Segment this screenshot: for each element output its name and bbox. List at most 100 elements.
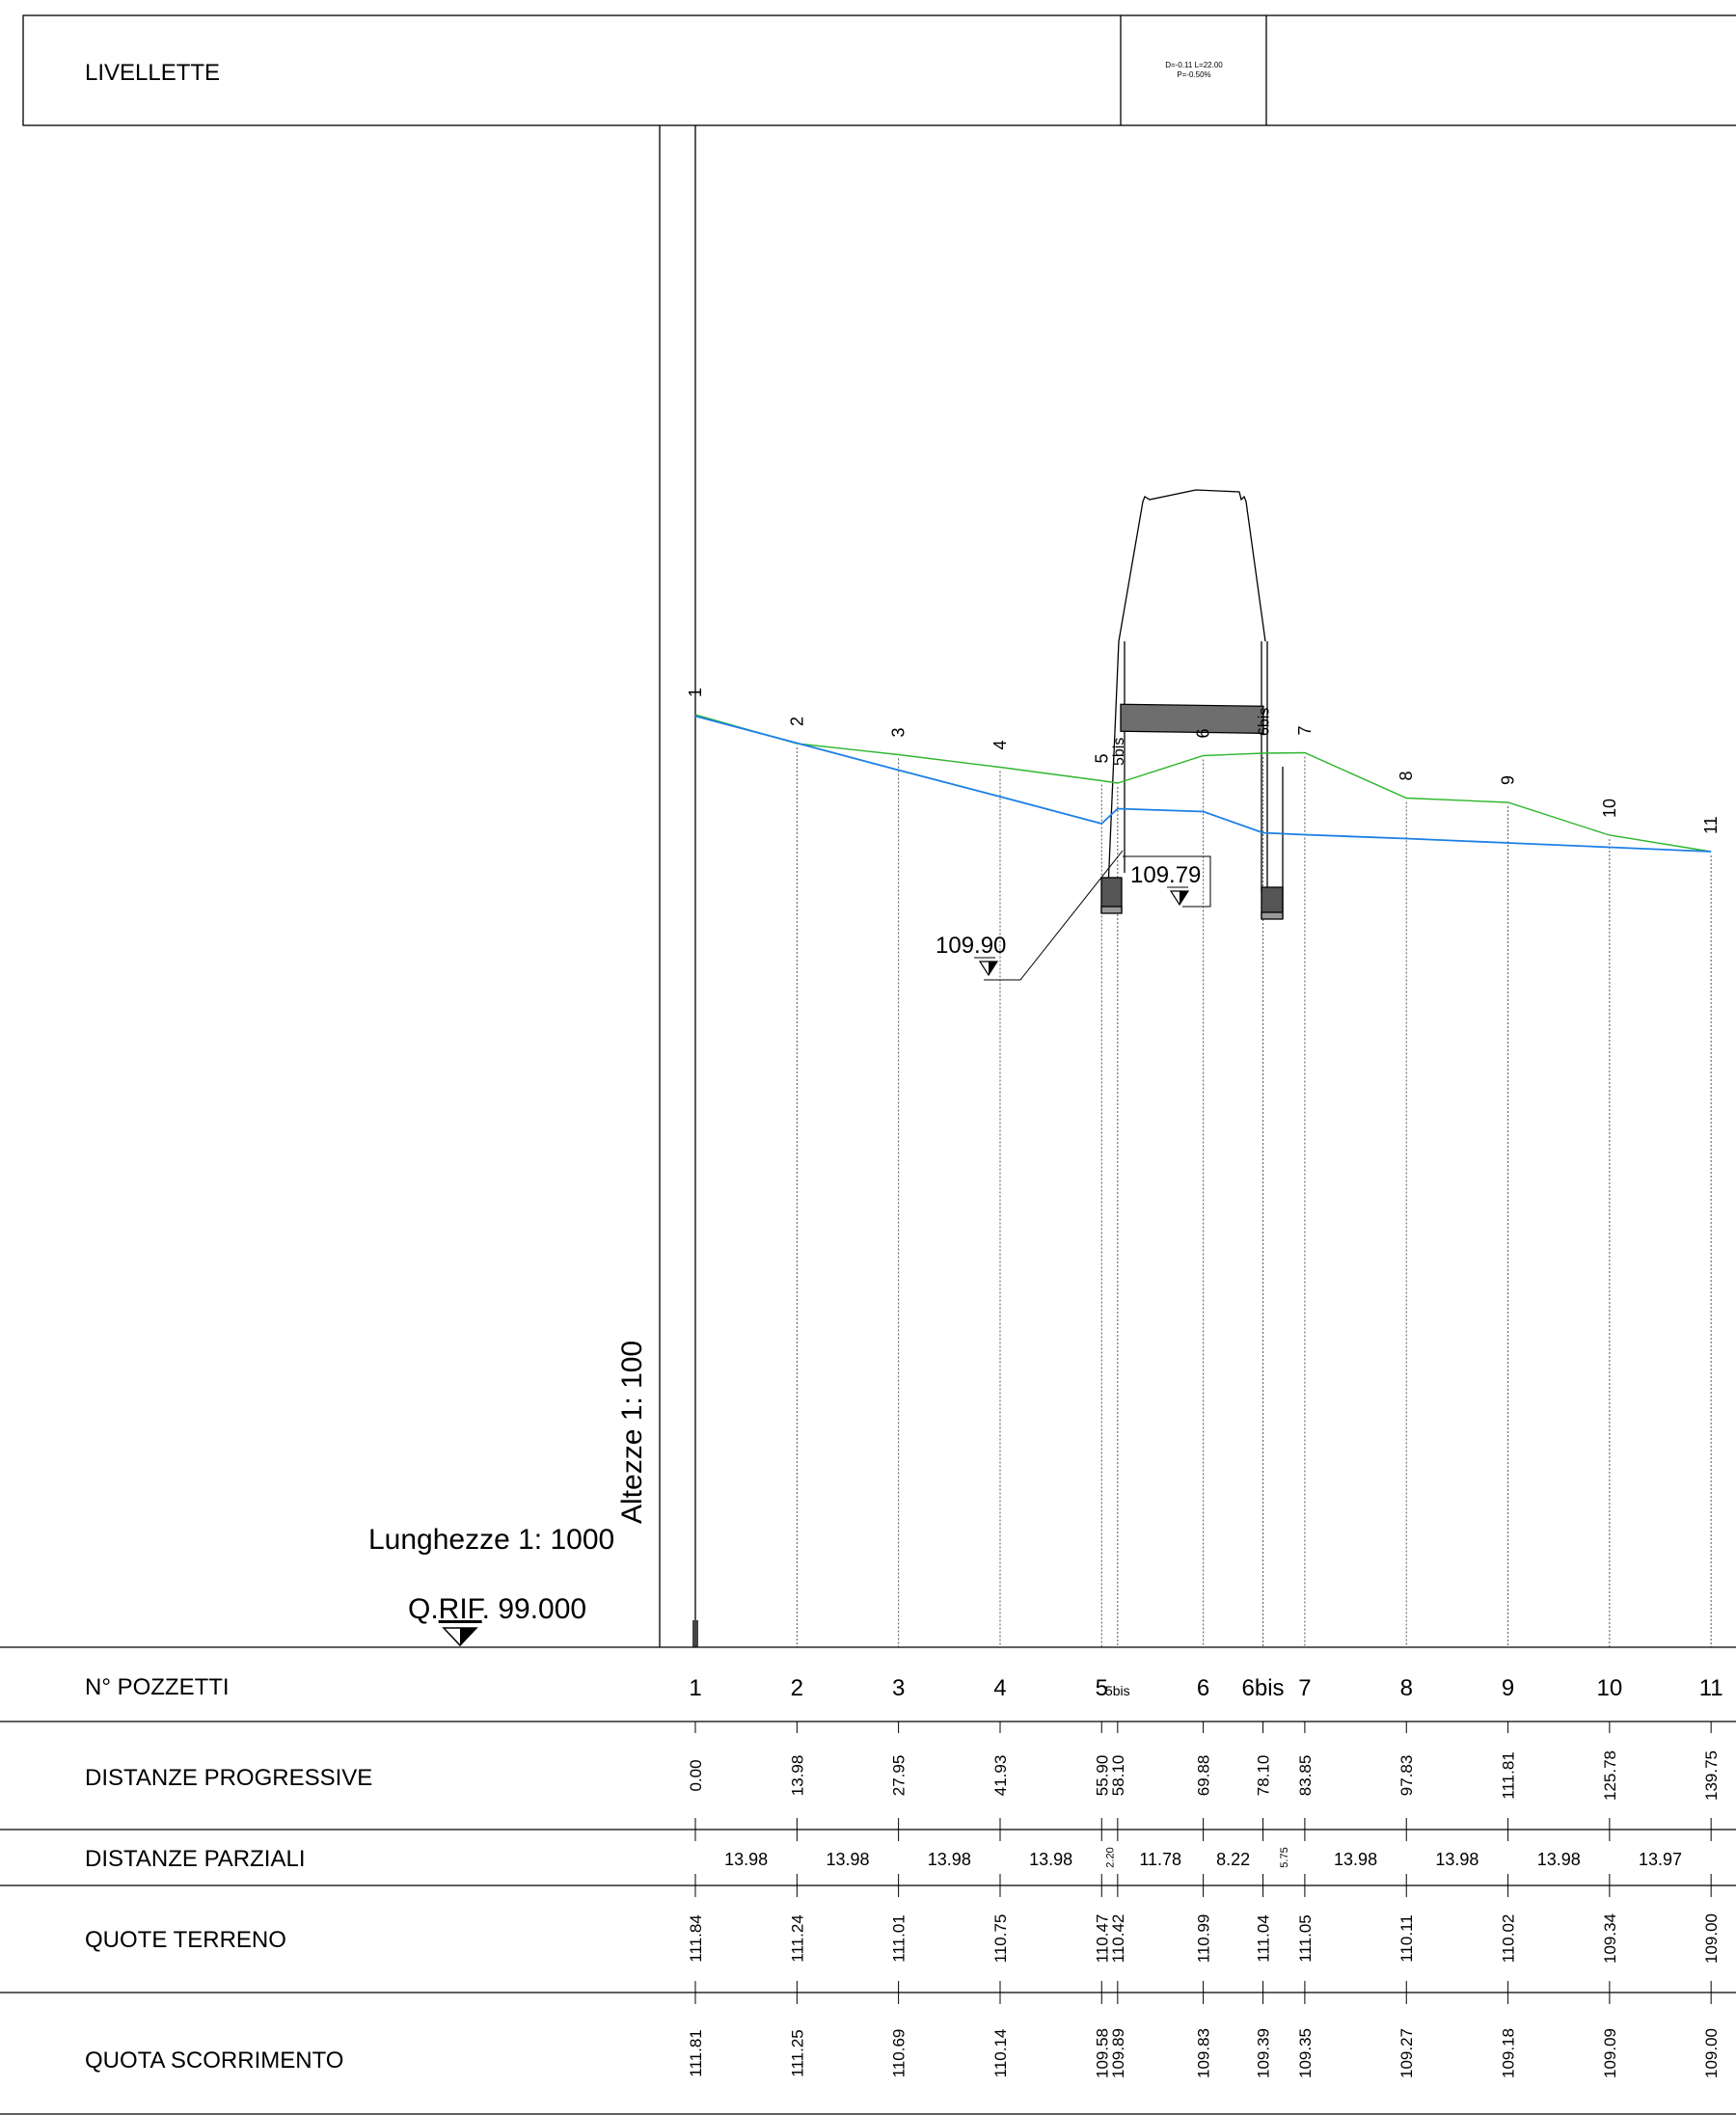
parziale-value: 13.98: [724, 1850, 768, 1869]
progressive-value: 58.10: [1109, 1755, 1127, 1797]
pozzetto-number: 6bis: [1242, 1675, 1285, 1701]
station-tag: 3: [889, 727, 909, 737]
parziale-value: 13.98: [1537, 1850, 1581, 1869]
progressive-value: 111.81: [1500, 1751, 1518, 1799]
terreno-value: 110.75: [991, 1914, 1010, 1964]
elevation-label-left: 109.90: [936, 933, 1006, 959]
scorrimento-value: 109.39: [1255, 2028, 1273, 2078]
scorrimento-value: 111.25: [788, 2029, 806, 2076]
pozzetto-number: 8: [1400, 1675, 1413, 1701]
parziale-value: 13.98: [1029, 1850, 1072, 1869]
terreno-value: 109.34: [1601, 1913, 1619, 1964]
progressive-value: 0.00: [687, 1759, 705, 1791]
pozzetto-number: 9: [1502, 1675, 1514, 1701]
scorrimento-value: 109.00: [1702, 2028, 1721, 2078]
terreno-value: 111.84: [687, 1914, 705, 1962]
station-tag: 1: [686, 688, 705, 697]
header-title: LIVELLETTE: [85, 60, 220, 86]
progressive-value: 13.98: [788, 1755, 806, 1797]
station-tags: 1 2 3 4 5 5bis 6 6bis 7 8 9 10 11: [686, 688, 1721, 834]
station-tag: 6: [1194, 728, 1213, 738]
progressive-value: 78.10: [1255, 1755, 1273, 1797]
pozzetto-number: 1: [689, 1675, 701, 1701]
terreno-value: 111.05: [1296, 1914, 1315, 1962]
scorrimento-value: 110.14: [991, 2029, 1010, 2078]
scorrimento-value: 109.58: [1093, 2028, 1111, 2078]
reference-prefix: Q.: [408, 1593, 439, 1625]
progressive-value: 27.95: [890, 1755, 909, 1797]
progressive-value: 125.78: [1601, 1750, 1619, 1801]
parziale-value: 5.75: [1279, 1847, 1290, 1867]
scorrimento-value: 111.81: [687, 2029, 705, 2076]
row-label-parziali: DISTANZE PARZIALI: [85, 1846, 305, 1872]
table-cells: 1 0.00 111.84 111.81 2 13.98 111.24 111.25 3 27.9…: [687, 1675, 1723, 2078]
reference-elevation: Q.RIF. 99.000: [408, 1593, 586, 1647]
heights-scale-label: Altezze 1: 100: [616, 1341, 648, 1524]
station-tag: 11: [1701, 816, 1721, 834]
segment-label-line1: D=-0.11 L=22.00: [1165, 61, 1223, 69]
station-tag: 5: [1092, 753, 1111, 763]
scorrimento-value: 109.09: [1601, 2028, 1619, 2078]
scorrimento-value: 109.89: [1109, 2028, 1127, 2078]
pozzetto-number: 4: [993, 1675, 1006, 1701]
scorrimento-value: 109.27: [1397, 2028, 1416, 2078]
station-tag: 9: [1499, 775, 1518, 785]
pozzetto-number: 3: [892, 1675, 905, 1701]
lengths-scale-label: Lunghezze 1: 1000: [368, 1524, 614, 1556]
progressive-value: 55.90: [1093, 1755, 1111, 1797]
scorrimento-value: 109.83: [1195, 2028, 1213, 2078]
data-table: N° POZZETTI DISTANZE PROGRESSIVE DISTANZ…: [0, 1646, 1736, 2115]
scorrimento-value: 109.35: [1296, 2028, 1315, 2078]
reference-suffix: . 99.000: [482, 1593, 586, 1625]
station-tag: 5bis: [1111, 738, 1127, 766]
station-tag: 6bis: [1257, 708, 1273, 736]
terreno-value: 110.11: [1397, 1914, 1416, 1962]
invert-line: [694, 715, 1712, 853]
parziale-value: 8.22: [1216, 1850, 1250, 1869]
parziale-value: 2.20: [1105, 1847, 1117, 1867]
pozzetto-number: 11: [1699, 1675, 1723, 1701]
parziale-value: 13.97: [1639, 1850, 1682, 1869]
parziale-value: 13.98: [928, 1850, 971, 1869]
progressive-value: 97.83: [1397, 1755, 1416, 1797]
scorrimento-value: 109.18: [1500, 2028, 1518, 2078]
bridge-structure: [1100, 489, 1284, 920]
terreno-value: 109.00: [1702, 1913, 1721, 1964]
row-label-pozzetti: N° POZZETTI: [85, 1674, 230, 1700]
terreno-value: 111.04: [1255, 1914, 1273, 1962]
segment-label-line2: P=-0.50%: [1177, 70, 1210, 79]
station-guides: [796, 747, 1712, 1647]
station-tag: 7: [1295, 725, 1315, 735]
elevation-marker-left: 109.90: [936, 850, 1124, 981]
pozzetto-number: 6: [1197, 1675, 1209, 1701]
station-tag: 10: [1600, 799, 1619, 818]
row-label-terreno: QUOTE TERRENO: [85, 1927, 286, 1953]
terreno-value: 110.99: [1195, 1914, 1213, 1964]
svg-text:Q.RIF. 99.000: Q.RIF. 99.000: [408, 1593, 586, 1625]
pozzetto-number: 7: [1298, 1675, 1311, 1701]
header-bar: LIVELLETTE D=-0.11 L=22.00 P=-0.50%: [22, 14, 1736, 126]
progressive-value: 83.85: [1296, 1755, 1315, 1797]
elevation-marker-right: 109.79: [1123, 855, 1211, 908]
vertical-axis: [659, 125, 698, 1647]
station-tag: 4: [990, 740, 1010, 749]
terreno-value: 111.24: [788, 1914, 806, 1962]
progressive-value: 69.88: [1195, 1755, 1213, 1797]
terreno-value: 110.02: [1500, 1914, 1518, 1964]
parziale-value: 13.98: [1435, 1850, 1478, 1869]
station-tag: 2: [787, 717, 806, 726]
parziale-value: 13.98: [826, 1850, 869, 1869]
terreno-value: 111.01: [890, 1914, 909, 1962]
terreno-value: 110.42: [1109, 1914, 1127, 1964]
pozzetto-number: 5bis: [1105, 1683, 1130, 1698]
pozzetto-number: 10: [1597, 1675, 1623, 1701]
row-label-progressive: DISTANZE PROGRESSIVE: [85, 1765, 372, 1791]
scorrimento-value: 110.69: [890, 2029, 909, 2078]
progressive-value: 41.93: [991, 1755, 1010, 1797]
progressive-value: 139.75: [1702, 1750, 1721, 1801]
elevation-label-right: 109.79: [1130, 862, 1201, 888]
pozzetto-number: 5: [1096, 1675, 1108, 1701]
ground-line: [694, 714, 1712, 853]
parziale-value: 13.98: [1334, 1850, 1377, 1869]
